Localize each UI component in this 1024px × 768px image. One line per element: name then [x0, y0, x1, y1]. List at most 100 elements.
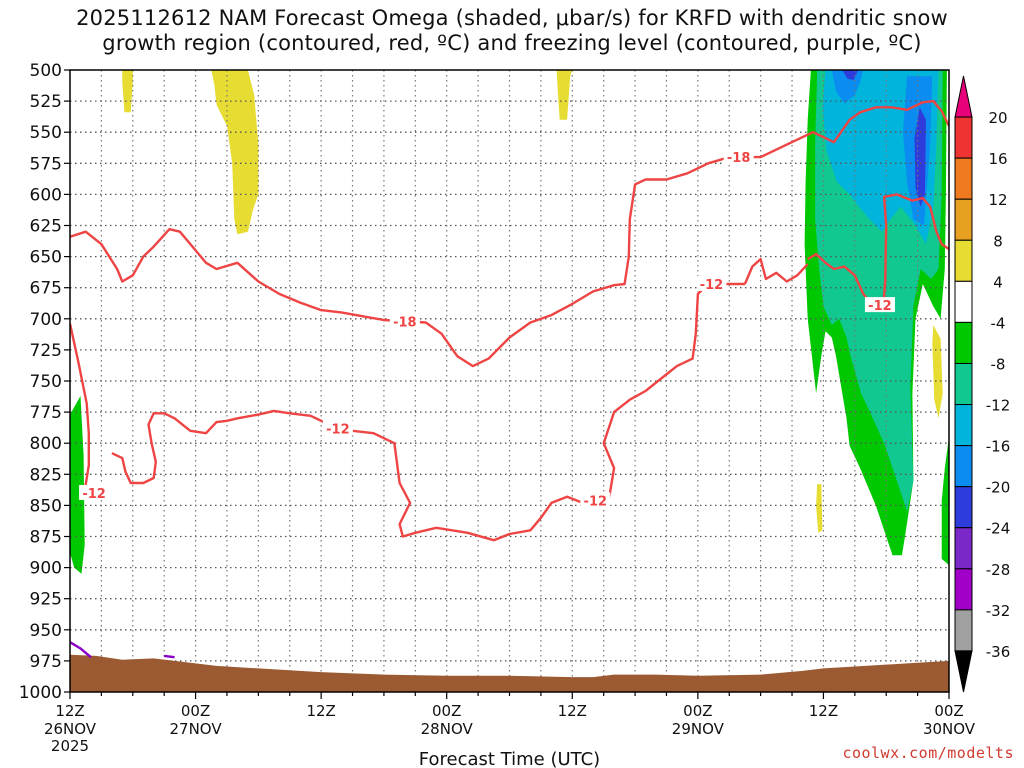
watermark: coolwx.com/modelts: [842, 744, 1014, 762]
x-tick-time: 12Z: [809, 702, 838, 720]
colorbar-band: [954, 568, 973, 611]
y-tick-label: 825: [30, 465, 62, 485]
colorbar-band: [954, 280, 973, 323]
y-tick-label: 925: [30, 590, 62, 610]
y-tick-label: 575: [30, 154, 62, 174]
y-tick-label: 675: [30, 279, 62, 299]
dendritic-contour: [111, 409, 584, 542]
colorbar-band: [954, 239, 973, 282]
y-tick-label: 550: [30, 123, 62, 143]
freezing-level-contour: [70, 641, 92, 659]
omega-region-12: [842, 70, 858, 80]
colorbar-label: 8: [993, 232, 1003, 250]
colorbar-label: 20: [988, 109, 1007, 127]
y-axis: 500 525 550 575 600 625 650 675 700 725 750 775 800 8…: [19, 61, 70, 703]
contour-label: -12: [700, 278, 724, 293]
colorbar-label: -32: [986, 602, 1011, 620]
colorbar-band: [954, 609, 973, 652]
x-tick-time: 12Z: [55, 702, 84, 720]
dendritic-contour: [70, 323, 90, 491]
x-tick-time: 00Z: [683, 702, 712, 720]
dendritic-contour: [743, 257, 809, 285]
y-tick-label: 625: [30, 217, 62, 237]
colorbar-label: -24: [986, 520, 1011, 538]
colorbar: 20 16 12 8 4 -4 -8 -12 -16 -20 -24 -28 -32 -36: [954, 75, 1011, 693]
x-tick-time: 00Z: [432, 702, 461, 720]
x-tick-time: 00Z: [934, 702, 963, 720]
dendritic-contour: [70, 99, 949, 368]
y-tick-label: 875: [30, 528, 62, 548]
x-axis-label: Forecast Time (UTC): [419, 749, 600, 768]
contour-label: -12: [326, 422, 350, 437]
colorbar-band: [954, 321, 973, 364]
dendritic-contour: [602, 282, 745, 500]
colorbar-label: -8: [991, 355, 1006, 373]
y-tick-label: 500: [30, 61, 62, 81]
colorbar-band: [954, 157, 973, 200]
contour-label-bg: [322, 420, 353, 436]
y-tick-label: 800: [30, 434, 62, 454]
dendritic-contour: [807, 193, 949, 312]
x-tick-date: 28NOV: [421, 720, 474, 738]
chart-title-line-2: growth region (contoured, red, ºC) and f…: [102, 31, 922, 55]
colorbar-label: -20: [986, 479, 1011, 497]
colorbar-band: [954, 404, 973, 447]
contour-label: -18: [393, 315, 417, 330]
x-tick-date: 29NOV: [672, 720, 725, 738]
x-tick-year: 2025: [51, 737, 89, 755]
contour-label: -12: [584, 494, 608, 509]
colorbar-band: [954, 527, 973, 570]
y-tick-label: 950: [30, 621, 62, 641]
colorbar-band: [954, 116, 973, 159]
y-tick-label: 1000: [19, 683, 62, 703]
contour-label-bg: [79, 484, 110, 500]
y-tick-label: 525: [30, 92, 62, 112]
colorbar-band: [954, 198, 973, 241]
contour-label: -12: [82, 487, 106, 502]
omega-region-4: [816, 484, 823, 533]
contour-label-bg: [864, 297, 895, 313]
contour-label: -12: [868, 299, 892, 314]
freezing-level-contour: [164, 654, 175, 659]
omega-region-1: [211, 70, 259, 235]
contour-label-bg: [389, 313, 420, 329]
contour-label-bg: [723, 149, 754, 165]
terrain-fill: [70, 654, 949, 692]
colorbar-band: [954, 486, 973, 529]
chart-title-line-1: 2025112612 NAM Forecast Omega (shaded, μ…: [76, 6, 948, 30]
plot-area: -18 -18 -12 -12 -12 -12 -12: [70, 70, 949, 692]
colorbar-top-arrow: [954, 75, 973, 118]
x-tick-date: 27NOV: [170, 720, 223, 738]
y-tick-label: 975: [30, 652, 62, 672]
colorbar-label: -36: [986, 643, 1011, 661]
contour-label-bg: [580, 492, 611, 508]
colorbar-bottom-arrow: [954, 650, 973, 693]
omega-region-5: [70, 395, 85, 574]
colorbar-band: [954, 362, 973, 406]
x-tick-date: 30NOV: [923, 720, 976, 738]
y-tick-label: 900: [30, 559, 62, 579]
x-tick-date: 26NOV: [44, 720, 97, 738]
colorbar-label: 12: [988, 191, 1007, 209]
y-tick-label: 700: [30, 310, 62, 330]
y-tick-label: 775: [30, 403, 62, 423]
x-tick-time: 12Z: [558, 702, 587, 720]
omega-region-10: [831, 70, 864, 104]
colorbar-label: -16: [986, 438, 1011, 456]
gridlines: [70, 70, 949, 692]
y-tick-label: 725: [30, 341, 62, 361]
colorbar-band: [954, 445, 973, 488]
colorbar-label: 4: [993, 273, 1003, 291]
x-tick-time: 12Z: [306, 702, 335, 720]
omega-region-2: [556, 70, 573, 120]
y-tick-label: 850: [30, 496, 62, 516]
colorbar-label: 16: [988, 150, 1007, 168]
y-tick-label: 750: [30, 372, 62, 392]
contour-label: -18: [727, 151, 751, 166]
colorbar-label: -4: [991, 314, 1006, 332]
x-tick-time: 00Z: [181, 702, 210, 720]
y-tick-label: 600: [30, 185, 62, 205]
omega-region-13: [914, 107, 926, 207]
